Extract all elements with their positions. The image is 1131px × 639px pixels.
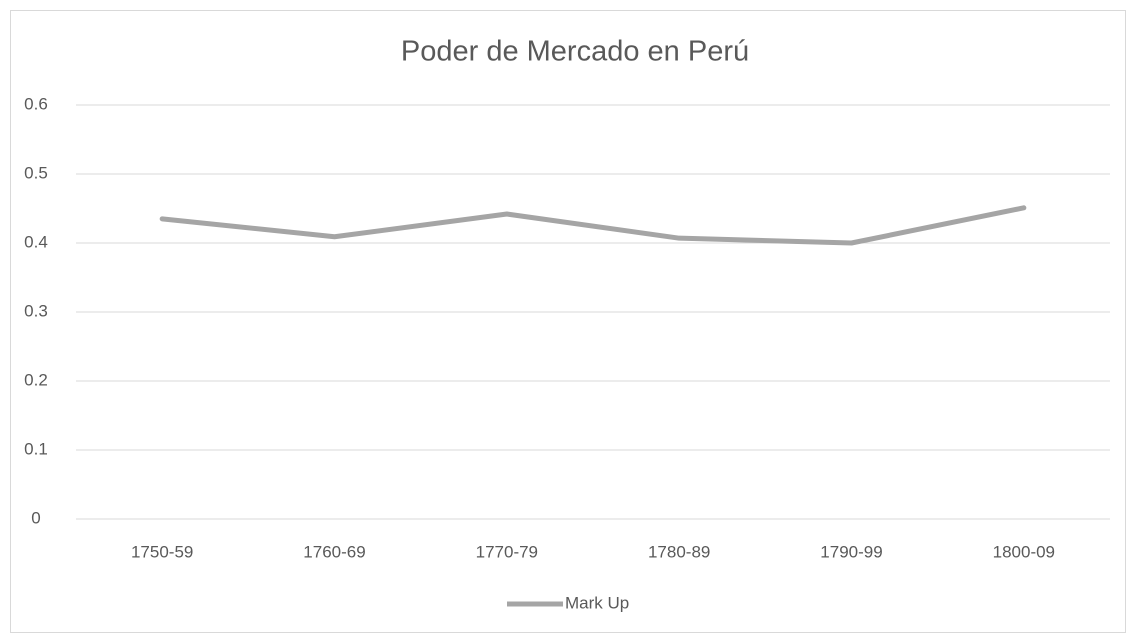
- y-tick-label: 0.2: [24, 370, 48, 389]
- chart-title: Poder de Mercado en Perú: [401, 36, 749, 68]
- legend-label: Mark Up: [565, 593, 629, 612]
- line-series: [159, 205, 1027, 246]
- y-tick-label: 0.3: [24, 301, 48, 320]
- y-tick-label: 0.6: [24, 94, 48, 113]
- x-tick-label: 1780-89: [648, 542, 710, 561]
- y-tick-label: 0.4: [24, 232, 48, 251]
- y-tick-label: 0.5: [24, 163, 48, 182]
- y-tick-label: 0.1: [24, 439, 48, 458]
- y-tick-label: 0: [31, 508, 40, 527]
- x-tick-label: 1760-69: [303, 542, 365, 561]
- x-tick-label: 1790-99: [820, 542, 882, 561]
- x-tick-label: 1800-09: [993, 542, 1055, 561]
- x-tick-label: 1770-79: [476, 542, 538, 561]
- x-tick-label: 1750-59: [131, 542, 193, 561]
- chart-border: [10, 10, 1126, 633]
